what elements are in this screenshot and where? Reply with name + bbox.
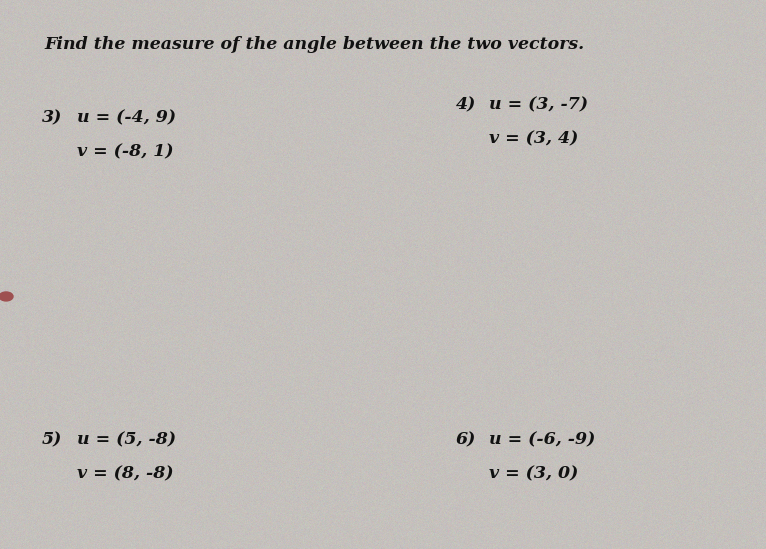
- Text: v = (3, 0): v = (3, 0): [489, 465, 578, 482]
- Text: v = (3, 4): v = (3, 4): [489, 130, 578, 147]
- Text: 6): 6): [456, 431, 476, 448]
- Text: 5): 5): [42, 431, 63, 448]
- Text: Find the measure of the angle between the two vectors.: Find the measure of the angle between th…: [44, 36, 584, 53]
- Text: u = (5, -8): u = (5, -8): [77, 431, 175, 448]
- Text: v = (8, -8): v = (8, -8): [77, 465, 173, 482]
- Ellipse shape: [0, 292, 13, 301]
- Text: 4): 4): [456, 96, 476, 113]
- Text: u = (3, -7): u = (3, -7): [489, 96, 588, 113]
- Text: v = (-8, 1): v = (-8, 1): [77, 144, 173, 161]
- Text: 3): 3): [42, 110, 63, 127]
- Text: u = (-4, 9): u = (-4, 9): [77, 110, 175, 127]
- Text: u = (-6, -9): u = (-6, -9): [489, 431, 595, 448]
